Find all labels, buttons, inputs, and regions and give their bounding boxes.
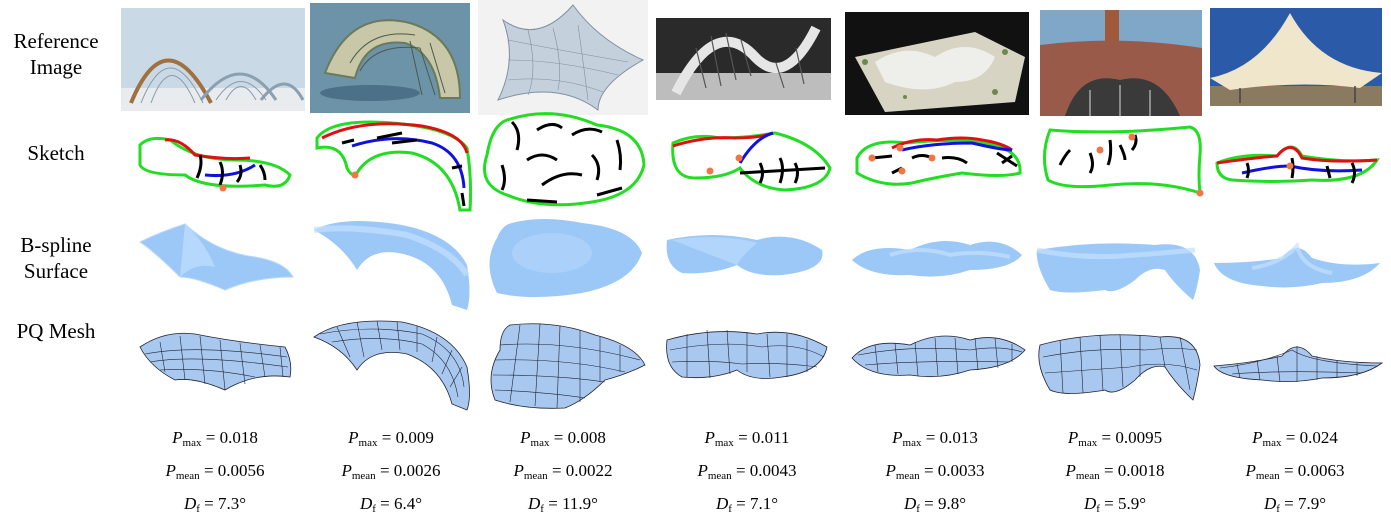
pq-mesh-5 [850, 330, 1028, 382]
pmax-value: Pmax = 0.011 [704, 428, 790, 449]
metrics-example-3: Pmax = 0.008 Pmean = 0.0022 Df = 11.9° [478, 424, 648, 523]
df-value: Df = 7.9° [1263, 494, 1327, 515]
sketch-5 [852, 128, 1027, 193]
pq-mesh-1 [135, 322, 295, 394]
pmax-value: Pmax = 0.0095 [1067, 428, 1163, 449]
pmax-value: Pmax = 0.009 [348, 428, 434, 449]
reference-image-3 [478, 0, 648, 115]
bspline-surface-2 [312, 215, 474, 310]
pq-mesh-6 [1035, 325, 1205, 405]
sketch-6 [1040, 125, 1205, 197]
df-value: Df = 7.1° [715, 494, 779, 515]
row-label-pq-mesh: PQ Mesh [16, 319, 96, 343]
pq-mesh-2 [312, 312, 474, 411]
reference-image-7 [1210, 8, 1382, 106]
bspline-surface-4 [662, 225, 832, 280]
bspline-surface-7 [1212, 238, 1382, 293]
pmean-value: Pmean = 0.0026 [341, 461, 441, 482]
metrics-example-6: Pmax = 0.0095 Pmean = 0.0018 Df = 5.9° [1030, 424, 1200, 523]
sketch-4 [665, 128, 835, 198]
pmean-value: Pmean = 0.0056 [165, 461, 265, 482]
reference-image-6 [1040, 10, 1202, 116]
bspline-surface-1 [135, 222, 295, 294]
metrics-example-2: Pmax = 0.009 Pmean = 0.0026 Df = 6.4° [306, 424, 476, 523]
bspline-surface-6 [1035, 235, 1203, 300]
metrics-example-7: Pmax = 0.024 Pmean = 0.0063 Df = 7.9° [1210, 424, 1380, 523]
pmean-value: Pmean = 0.0043 [697, 461, 797, 482]
sketch-1 [125, 130, 300, 195]
reference-image-4 [656, 18, 831, 100]
metrics-example-4: Pmax = 0.011 Pmean = 0.0043 Df = 7.1° [662, 424, 832, 523]
pmean-value: Pmean = 0.0018 [1065, 461, 1165, 482]
metrics-example-5: Pmax = 0.013 Pmean = 0.0033 Df = 9.8° [850, 424, 1020, 523]
reference-image-5 [845, 12, 1029, 115]
bspline-surface-3 [482, 213, 647, 298]
row-label-bspline-surface: B-spline Surface [20, 233, 92, 283]
reference-image-2 [310, 3, 470, 113]
metrics-example-1: Pmax = 0.018 Pmean = 0.0056 Df = 7.3° [130, 424, 300, 523]
df-value: Df = 5.9° [1083, 494, 1147, 515]
df-value: Df = 7.3° [183, 494, 247, 515]
row-label-reference-image: Reference Image [13, 29, 99, 79]
reference-image-1 [121, 8, 305, 111]
pmean-value: Pmean = 0.0063 [1245, 461, 1345, 482]
pmean-value: Pmean = 0.0033 [885, 461, 985, 482]
pmax-value: Pmax = 0.008 [520, 428, 606, 449]
df-value: Df = 9.8° [903, 494, 967, 515]
sketch-2 [312, 118, 473, 213]
df-value: Df = 11.9° [528, 494, 598, 515]
row-label-sketch: Sketch [27, 141, 85, 165]
pmax-value: Pmax = 0.013 [892, 428, 978, 449]
pq-mesh-7 [1212, 338, 1384, 386]
pq-mesh-3 [485, 320, 650, 410]
bspline-surface-5 [850, 235, 1025, 280]
df-value: Df = 6.4° [359, 494, 423, 515]
pmean-value: Pmean = 0.0022 [513, 461, 613, 482]
pq-mesh-4 [662, 322, 834, 387]
pmax-value: Pmax = 0.024 [1252, 428, 1338, 449]
sketch-3 [482, 110, 647, 210]
sketch-7 [1212, 138, 1382, 188]
pmax-value: Pmax = 0.018 [172, 428, 258, 449]
